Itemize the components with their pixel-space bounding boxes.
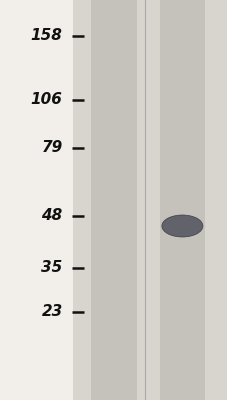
Text: 48: 48: [41, 208, 62, 224]
Bar: [159, 0, 204, 400]
Text: 79: 79: [41, 140, 62, 156]
Bar: [91, 0, 136, 400]
Bar: [0, 0, 73, 400]
Text: 158: 158: [31, 28, 62, 44]
Text: 35: 35: [41, 260, 62, 276]
Text: 106: 106: [31, 92, 62, 108]
Ellipse shape: [161, 215, 202, 237]
Text: 23: 23: [41, 304, 62, 320]
